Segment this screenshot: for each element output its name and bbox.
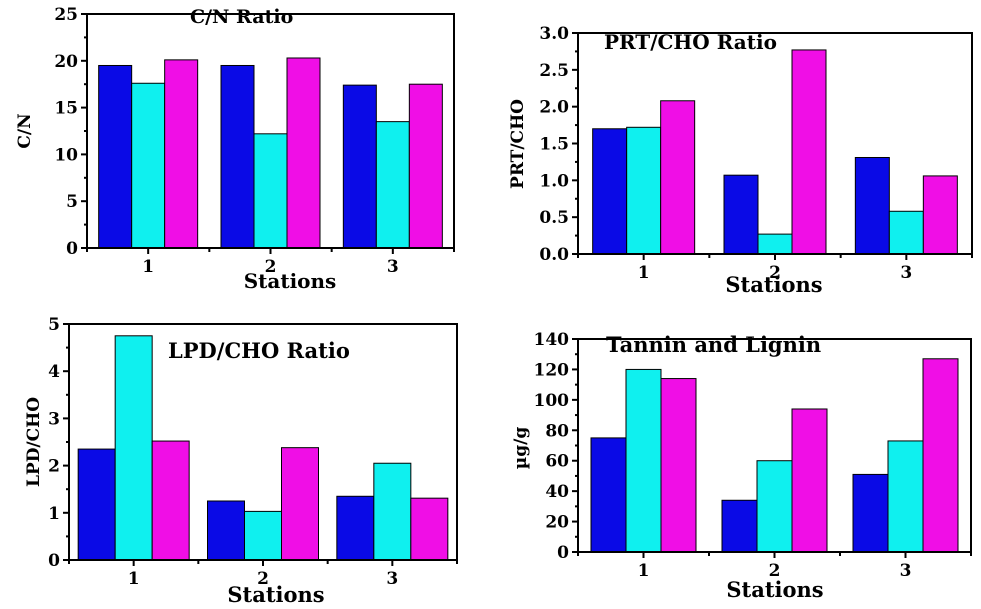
x-tick-label: 1 (638, 263, 650, 283)
y-tick-label: 20 (54, 52, 78, 72)
y-tick-label: 80 (545, 421, 569, 441)
chart-panel-3: 0 1 2 3 4 5 1 2 3 LPD/CHO Ratio Stations LPD/CHO (24, 315, 458, 607)
y-tick-label: 5 (48, 315, 60, 335)
x-axis-label: Stations (725, 272, 822, 297)
bar-series3-station1 (660, 100, 696, 255)
y-tick-label: 0 (66, 239, 78, 259)
x-tick-label: 1 (142, 257, 154, 277)
y-tick-label: 0 (48, 551, 60, 571)
y-tick-label: 10 (54, 145, 78, 165)
y-tick-label: 100 (534, 391, 570, 411)
y-axis-label: PRT/CHO (508, 99, 528, 189)
y-tick-label: 140 (534, 330, 570, 350)
x-tick-label: 3 (387, 257, 399, 277)
bar-series3-station3 (408, 83, 443, 249)
bar-series1-station3 (336, 495, 375, 561)
y-tick-label: 3.0 (539, 24, 569, 44)
x-tick-label: 1 (638, 561, 650, 581)
bar-series3-station1 (660, 378, 697, 553)
y-axis-label: LPD/CHO (24, 397, 44, 487)
bar-series2-station3 (375, 121, 410, 249)
bar-series2-station2 (757, 233, 793, 255)
y-tick-label: 15 (54, 99, 78, 119)
y-tick-label: 40 (545, 482, 569, 502)
x-axis-label: Stations (227, 582, 324, 607)
x-tick-label: 1 (128, 569, 140, 589)
y-tick-label: 2.5 (539, 61, 569, 81)
chart-panel-1: 0 5 10 15 20 25 1 2 3 C/N Ratio Stations C/N (15, 5, 455, 293)
bar-series3-station3 (922, 358, 959, 553)
chart-panel-2: 0.0 0.5 1.0 1.5 2.0 2.5 3.0 1 2 3 PRT/CHO Ratio Sta… (508, 24, 973, 297)
y-tick-label: 0 (557, 543, 569, 563)
bar-series3-station2 (791, 49, 827, 255)
bar-series1-station2 (721, 499, 758, 553)
y-tick-label: 120 (534, 360, 570, 380)
x-tick-label: 2 (769, 561, 781, 581)
chart-title: LPD/CHO Ratio (168, 338, 350, 363)
bar-series3-station1 (151, 440, 190, 561)
bar-series3-station2 (286, 57, 321, 249)
bar-series2-station1 (625, 368, 662, 553)
y-tick-label: 60 (545, 452, 569, 472)
x-tick-label: 2 (257, 569, 269, 589)
bar-series2-station1 (114, 335, 153, 561)
bar-series1-station3 (342, 84, 377, 249)
y-tick-label: 4 (48, 362, 60, 382)
y-tick-label: 2.0 (539, 98, 569, 118)
y-tick-label: 20 (545, 513, 569, 533)
bar-series2-station3 (373, 462, 412, 561)
bar-series1-station2 (723, 174, 759, 255)
y-tick-label: 1 (48, 504, 60, 524)
bar-series2-station2 (244, 510, 282, 561)
x-tick-label: 2 (265, 257, 277, 277)
chart-panel-4: 0 20 40 60 80 100 120 140 1 2 3 Tannin and Lignin St… (511, 330, 972, 602)
bar-series1-station1 (592, 128, 628, 255)
x-tick-label: 2 (769, 263, 781, 283)
bar-series3-station1 (164, 59, 199, 249)
bar-series3-station3 (922, 175, 958, 255)
bar-series3-station2 (791, 408, 828, 553)
bar-series1-station1 (77, 448, 116, 561)
bar-series1-station3 (852, 473, 889, 553)
x-axis-label: Stations (244, 269, 337, 293)
bar-series2-station3 (887, 440, 924, 553)
x-tick-label: 3 (900, 561, 912, 581)
x-tick-label: 3 (900, 263, 912, 283)
bar-series1-station3 (854, 156, 890, 255)
x-axis-label: Stations (726, 577, 823, 602)
bar-series2-station2 (253, 133, 288, 249)
y-tick-label: 1.5 (539, 135, 569, 155)
bar-series1-station1 (590, 437, 627, 553)
y-axis-label: C/N (15, 113, 35, 148)
bar-series2-station1 (131, 82, 166, 249)
y-tick-label: 3 (48, 409, 60, 429)
y-tick-label: 0.0 (539, 245, 569, 265)
x-tick-label: 3 (386, 569, 398, 589)
chart-title: Tannin and Lignin (606, 332, 821, 357)
y-tick-label: 1.0 (539, 171, 569, 191)
y-axis-label: µg/g (511, 427, 531, 470)
bar-series1-station2 (220, 64, 255, 249)
y-tick-label: 2 (48, 457, 60, 477)
y-tick-label: 0.5 (539, 208, 569, 228)
bar-series1-station2 (207, 500, 245, 561)
y-tick-label: 5 (66, 192, 78, 212)
y-tick-label: 25 (54, 5, 78, 25)
chart-title: PRT/CHO Ratio (604, 30, 777, 54)
bar-series3-station2 (281, 447, 319, 561)
bar-series3-station3 (410, 497, 449, 561)
bar-series1-station1 (98, 64, 133, 249)
bar-series2-station3 (888, 210, 924, 255)
bar-series2-station2 (756, 460, 793, 553)
bar-series2-station1 (626, 126, 662, 255)
chart-title: C/N Ratio (190, 6, 293, 28)
